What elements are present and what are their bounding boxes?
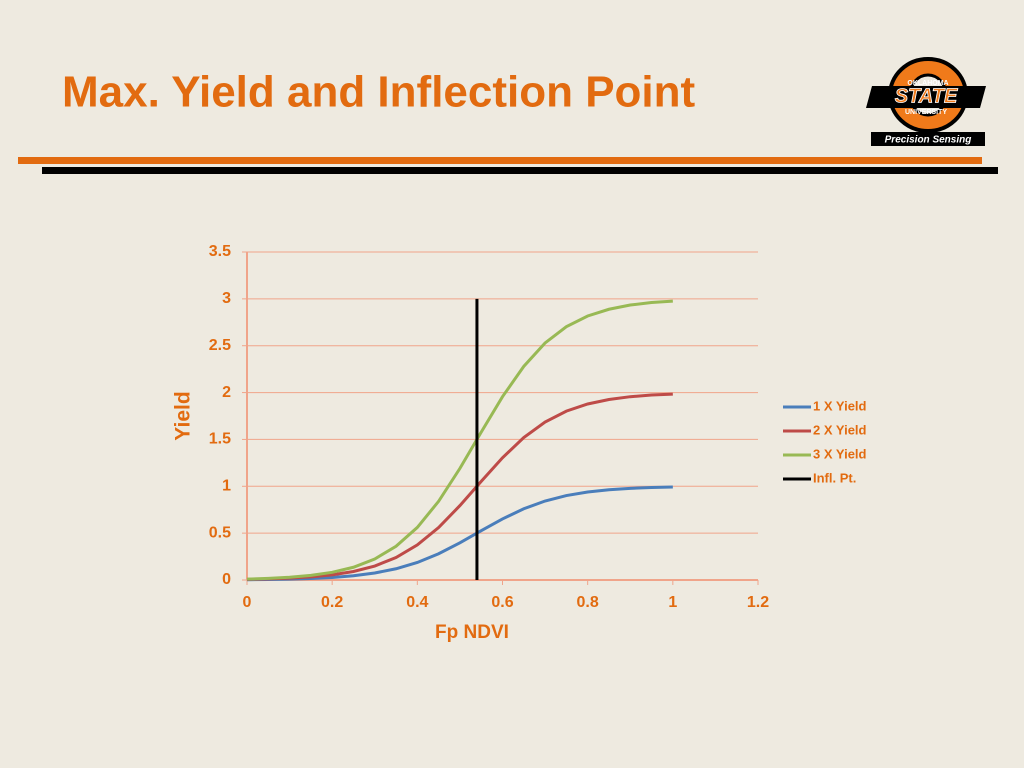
y-tick-label: 0 xyxy=(222,571,231,588)
x-tick-label: 1 xyxy=(668,594,677,611)
y-tick-label: 3.5 xyxy=(209,243,231,260)
logo-caption-box xyxy=(871,132,985,146)
legend-label: 2 X Yield xyxy=(813,422,867,437)
y-tick-label: 1.5 xyxy=(209,431,231,448)
orange-rule xyxy=(18,157,982,164)
slide-title: Max. Yield and Inflection Point xyxy=(62,68,696,117)
x-tick-label: 0.6 xyxy=(491,594,513,611)
logo: OKLAHOMA STATE UNIVERSITY Precision Sens… xyxy=(866,57,986,146)
y-tick-label: 2.5 xyxy=(209,337,231,354)
x-tick-label: 1.2 xyxy=(747,594,769,611)
legend-label: 3 X Yield xyxy=(813,446,867,461)
series-line xyxy=(246,299,673,581)
y-tick-label: 2 xyxy=(222,384,231,401)
x-tick-label: 0.2 xyxy=(321,594,343,611)
series-line xyxy=(246,392,673,581)
x-tick-label: 0.8 xyxy=(577,594,599,611)
logo-band xyxy=(866,86,986,108)
black-rule xyxy=(42,167,998,174)
y-tick-label: 1 xyxy=(222,478,231,495)
x-axis-label: Fp NDVI xyxy=(435,622,509,643)
series-line xyxy=(246,485,673,582)
x-tick-label: 0 xyxy=(243,594,252,611)
legend-label: 1 X Yield xyxy=(813,398,867,413)
logo-main: STATE xyxy=(895,85,958,107)
logo-top: OKLAHOMA xyxy=(907,80,948,87)
y-tick-label: 3 xyxy=(222,290,231,307)
legend-label: Infl. Pt. xyxy=(813,470,856,485)
y-axis-label: Yield xyxy=(172,391,195,440)
logo-caption: Precision Sensing xyxy=(885,135,972,146)
logo-bottom: UNIVERSITY xyxy=(905,109,947,116)
x-tick-label: 0.4 xyxy=(406,594,428,611)
y-tick-label: 0.5 xyxy=(209,524,231,541)
